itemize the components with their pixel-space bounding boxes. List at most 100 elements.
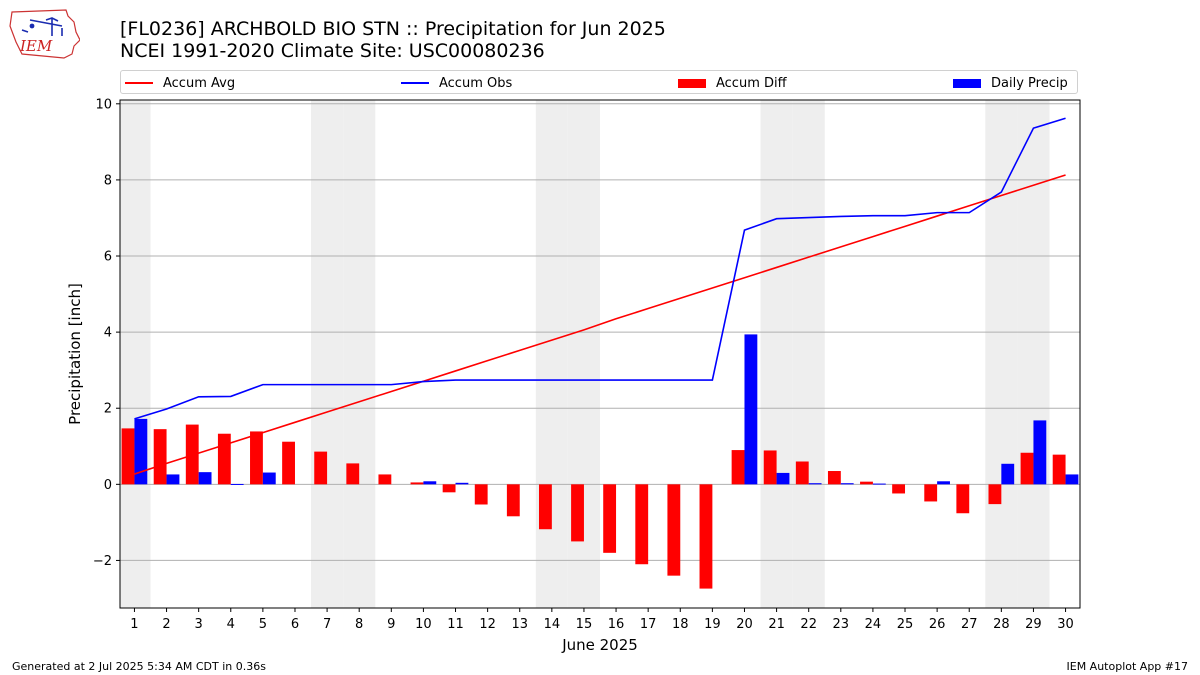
x-tick-label: 3 bbox=[195, 617, 203, 632]
x-tick-label: 27 bbox=[961, 617, 978, 632]
accum-diff-bar bbox=[282, 441, 295, 485]
daily-precip-bar bbox=[262, 472, 276, 485]
y-tick-label: 2 bbox=[104, 402, 112, 417]
accum-diff-bar bbox=[217, 433, 231, 485]
daily-precip-bar bbox=[1001, 463, 1015, 485]
accum-diff-bar bbox=[699, 484, 713, 589]
accum-diff-bar bbox=[153, 429, 167, 485]
x-tick-label: 21 bbox=[768, 617, 785, 632]
iowa-state-outline bbox=[9, 9, 80, 59]
x-tick-label: 4 bbox=[227, 617, 235, 632]
x-tick-label: 2 bbox=[162, 617, 170, 632]
x-tick-label: 5 bbox=[259, 617, 267, 632]
weekend-shade bbox=[311, 100, 344, 608]
daily-precip-bar bbox=[134, 418, 148, 485]
x-tick-label: 10 bbox=[415, 617, 432, 632]
chart-subtitle: NCEI 1991-2020 Climate Site: USC00080236 bbox=[120, 40, 545, 62]
legend-item-accum-diff: Accum Diff bbox=[678, 74, 787, 92]
legend-label: Accum Diff bbox=[716, 75, 787, 91]
x-tick-label: 7 bbox=[323, 617, 331, 632]
chart-title: [FL0236] ARCHBOLD BIO STN :: Precipitati… bbox=[120, 18, 666, 40]
legend-item-accum-obs: Accum Obs bbox=[401, 74, 512, 92]
daily-precip-bar bbox=[744, 334, 758, 485]
x-tick-label: 8 bbox=[355, 617, 363, 632]
daily-precip-bar bbox=[937, 481, 950, 485]
accum-diff-bar bbox=[410, 482, 424, 485]
accum-diff-bar bbox=[667, 484, 681, 576]
x-tick-label: 23 bbox=[833, 617, 850, 632]
x-tick-label: 28 bbox=[993, 617, 1010, 632]
x-tick-label: 6 bbox=[291, 617, 299, 632]
x-tick-label: 12 bbox=[479, 617, 496, 632]
legend-label: Accum Avg bbox=[163, 75, 236, 91]
accum-diff-bar bbox=[346, 463, 360, 485]
weekend-shade bbox=[792, 100, 825, 608]
legend-item-accum-avg: Accum Avg bbox=[125, 74, 235, 92]
accum-diff-bar bbox=[860, 481, 873, 485]
daily-precip-bar bbox=[840, 483, 854, 485]
legend-label: Daily Precip bbox=[991, 75, 1068, 91]
x-tick-label: 19 bbox=[704, 617, 721, 632]
daily-precip-bar bbox=[808, 483, 822, 485]
accum-diff-bar bbox=[1020, 452, 1034, 485]
daily-precip-bar bbox=[872, 483, 886, 485]
iem-logo: IEM bbox=[9, 9, 80, 59]
y-tick-label: 10 bbox=[95, 97, 112, 112]
weekend-shade bbox=[120, 100, 151, 608]
x-tick-label: 26 bbox=[929, 617, 946, 632]
accum-diff-bar bbox=[731, 450, 745, 485]
plot-frame bbox=[119, 99, 1081, 609]
accum-diff-bar bbox=[314, 451, 328, 485]
x-tick-label: 15 bbox=[576, 617, 593, 632]
accum-diff-bar bbox=[956, 484, 970, 514]
weekend-shade bbox=[1017, 100, 1050, 608]
accum-diff-bar bbox=[763, 450, 777, 485]
x-tick-label: 24 bbox=[865, 617, 882, 632]
legend-label: Accum Obs bbox=[439, 75, 513, 91]
weekend-shade bbox=[760, 100, 793, 608]
accum-diff-bar bbox=[538, 484, 552, 530]
accum-avg-swatch bbox=[125, 82, 153, 84]
accum-diff-bar bbox=[603, 484, 617, 553]
accum-diff-bar bbox=[121, 428, 135, 485]
daily-precip-bar bbox=[423, 481, 437, 485]
x-tick-label: 16 bbox=[608, 617, 625, 632]
x-tick-label: 18 bbox=[672, 617, 689, 632]
x-tick-label: 13 bbox=[511, 617, 528, 632]
x-tick-label: 11 bbox=[447, 617, 464, 632]
accum-diff-bar bbox=[1052, 454, 1066, 485]
x-tick-label: 14 bbox=[544, 617, 561, 632]
accum-diff-swatch bbox=[678, 78, 706, 88]
accum-obs-line bbox=[134, 117, 1066, 420]
weekend-shade bbox=[343, 100, 376, 608]
accum-diff-bar bbox=[988, 484, 1002, 505]
x-tick-label: 29 bbox=[1025, 617, 1042, 632]
x-tick-label: 25 bbox=[897, 617, 914, 632]
y-tick-label: 4 bbox=[104, 326, 112, 341]
weather-station-icon bbox=[21, 17, 63, 36]
accum-obs-swatch bbox=[401, 82, 429, 84]
app-credit: IEM Autoplot App #17 bbox=[1066, 660, 1189, 673]
daily-precip-swatch bbox=[953, 78, 981, 88]
station-dot bbox=[29, 23, 35, 29]
weekend-shade bbox=[535, 100, 568, 608]
y-axis-label: Precipitation [inch] bbox=[66, 283, 84, 425]
y-tick-label: 6 bbox=[104, 250, 112, 265]
y-tick-label: 0 bbox=[104, 478, 112, 493]
accum-diff-bar bbox=[924, 484, 938, 502]
x-tick-label: 22 bbox=[800, 617, 817, 632]
daily-precip-bar bbox=[1065, 474, 1079, 485]
legend-item-daily-precip: Daily Precip bbox=[953, 74, 1068, 92]
accum-diff-bar bbox=[571, 484, 584, 542]
accum-diff-bar bbox=[378, 474, 392, 485]
x-tick-label: 9 bbox=[387, 617, 395, 632]
y-tick-label: 8 bbox=[104, 173, 112, 188]
daily-precip-bar bbox=[776, 472, 790, 485]
daily-precip-bar bbox=[166, 474, 180, 485]
x-tick-label: 30 bbox=[1057, 617, 1074, 632]
generated-timestamp: Generated at 2 Jul 2025 5:34 AM CDT in 0… bbox=[12, 660, 266, 673]
accum-avg-line bbox=[134, 174, 1066, 475]
weekend-shade bbox=[985, 100, 1018, 608]
x-tick-label: 17 bbox=[640, 617, 657, 632]
